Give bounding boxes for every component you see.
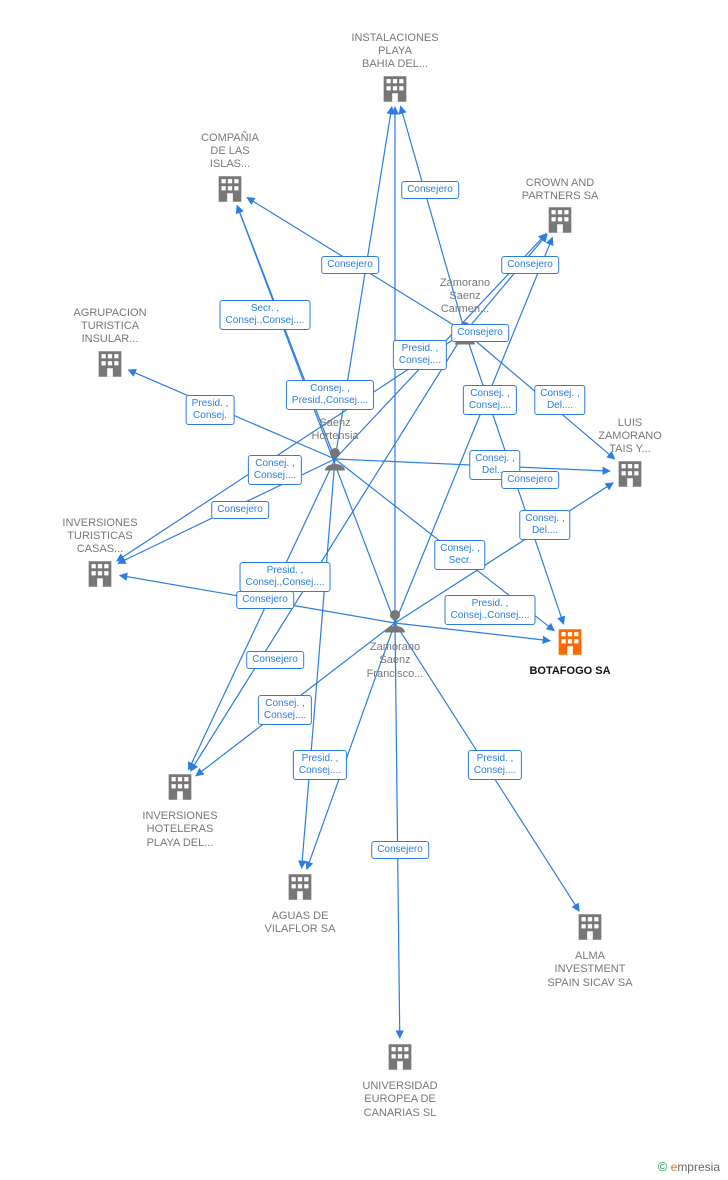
node-alma[interactable]: ALMAINVESTMENTSPAIN SICAV SA (530, 910, 650, 990)
node-crown[interactable]: CROWN ANDPARTNERS SA (500, 175, 620, 242)
edge-label-21[interactable]: Consej. ,Consej.... (258, 695, 312, 725)
edge-label-19[interactable]: Consejero (236, 591, 294, 609)
node-agrup[interactable]: AGRUPACIONTURISTICAINSULAR... (50, 305, 170, 385)
edge-label-11[interactable]: Consej. ,Del.... (519, 510, 570, 540)
edge-label-23[interactable]: Presid. ,Consej.... (293, 750, 347, 780)
edge-label-4[interactable]: Consej. ,Presid.,Consej.... (286, 380, 374, 410)
edge-francisco-univ (395, 623, 400, 1038)
node-francisco[interactable]: ZamoranoSaenzFrancisco... (335, 605, 455, 681)
edge-label-1[interactable]: Consejero (401, 181, 459, 199)
edge-label-8[interactable]: Consejero (501, 471, 559, 489)
edge-label-2[interactable]: Presid. ,Consej.... (393, 340, 447, 370)
edge-label-9[interactable]: Presid. ,Consej. (186, 395, 235, 425)
edge-label-20[interactable]: Consejero (246, 651, 304, 669)
node-botafogo[interactable]: BOTAFOGO SA (510, 625, 630, 678)
node-inst_playa[interactable]: INSTALACIONESPLAYABAHIA DEL... (335, 30, 455, 110)
edge-label-3[interactable]: Secr. ,Consej.,Consej.... (220, 300, 311, 330)
edge-label-10[interactable]: Consej. ,Del.... (534, 385, 585, 415)
node-inv_hot[interactable]: INVERSIONESHOTELERASPLAYA DEL... (120, 770, 240, 850)
brand-name: empresia (671, 1160, 720, 1174)
edge-label-16[interactable]: Consej. ,Consej.... (463, 385, 517, 415)
edge-label-18[interactable]: Presid. ,Consej.,Consej.... (445, 595, 536, 625)
node-univ[interactable]: UNIVERSIDADEUROPEA DECANARIAS SL (340, 1040, 460, 1120)
edge-label-15[interactable]: Presid. ,Consej.,Consej.... (240, 562, 331, 592)
copyright-symbol: © (658, 1159, 668, 1174)
footer-attribution: © empresia (658, 1159, 720, 1174)
edge-label-13[interactable]: Consej. ,Consej.... (248, 455, 302, 485)
edge-label-17[interactable]: Consej. ,Secr. (434, 540, 485, 570)
edge-label-26[interactable]: Consejero (451, 324, 509, 342)
edge-label-7[interactable]: Consejero (501, 256, 559, 274)
edge-label-24[interactable]: Presid. ,Consej.... (468, 750, 522, 780)
edge-label-25[interactable]: Consejero (371, 841, 429, 859)
node-aguas[interactable]: AGUAS DEVILAFLOR SA (240, 870, 360, 937)
edge-label-14[interactable]: Consejero (211, 501, 269, 519)
node-comp_islas[interactable]: COMPAÑIADE LASISLAS... (170, 130, 290, 210)
edge-label-0[interactable]: Consejero (321, 256, 379, 274)
node-inv_tur[interactable]: INVERSIONESTURISTICASCASAS... (40, 515, 160, 595)
node-luis_zam[interactable]: LUISZAMORANOTAIS Y... (570, 415, 690, 495)
